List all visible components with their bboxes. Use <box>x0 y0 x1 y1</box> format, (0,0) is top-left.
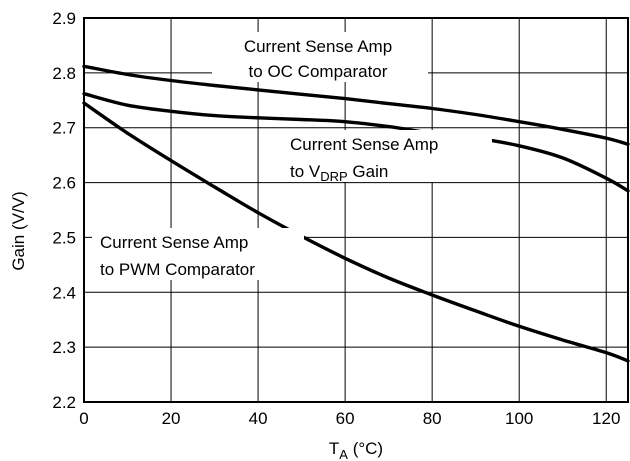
tick-labels: 0 20 40 60 80 100 120 2.2 2.3 2.4 2.5 2.6 2.7 2.8 2.9 <box>52 9 620 428</box>
annotation-vdrp-pre: to V <box>290 162 321 181</box>
y-axis-label: Gain (V/V) <box>9 191 28 270</box>
y-tick-label: 2.9 <box>52 9 76 28</box>
annotation-pwm-bg <box>92 228 304 280</box>
annotation-oc-comparator: Current Sense Amp to OC Comparator <box>212 32 428 82</box>
annotations: Current Sense Amp to OC Comparator Curre… <box>92 32 492 280</box>
annotation-oc-bg <box>212 32 428 82</box>
annotation-vdrp-line1: Current Sense Amp <box>290 135 438 154</box>
annotation-vdrp-sub: DRP <box>320 169 347 184</box>
y-tick-label: 2.8 <box>52 64 76 83</box>
annotation-pwm-comparator: Current Sense Amp to PWM Comparator <box>92 228 304 280</box>
x-tick-label: 100 <box>505 409 533 428</box>
x-tick-label: 60 <box>336 409 355 428</box>
x-axis-label-sub: A <box>339 447 348 461</box>
annotation-vdrp-post: Gain <box>348 162 389 181</box>
x-tick-label: 20 <box>162 409 181 428</box>
series-line-oc-comparator <box>82 64 630 146</box>
annotation-oc-line1: Current Sense Amp <box>244 37 392 56</box>
y-tick-label: 2.5 <box>52 228 76 247</box>
annotation-vdrp-line2: to VDRP Gain <box>290 162 388 184</box>
x-tick-label: 40 <box>249 409 268 428</box>
series-line-vdrp-gain <box>82 92 630 193</box>
x-axis-label: TA (°C) <box>329 439 383 461</box>
annotation-pwm-line2: to PWM Comparator <box>100 260 255 279</box>
y-tick-label: 2.2 <box>52 393 76 412</box>
x-axis-label-rest: (°C) <box>348 439 383 458</box>
x-tick-label: 0 <box>79 409 88 428</box>
plot-frame <box>83 17 629 403</box>
series-lines <box>82 64 630 363</box>
y-tick-label: 2.6 <box>52 174 76 193</box>
annotation-pwm-line1: Current Sense Amp <box>100 233 248 252</box>
x-tick-label: 80 <box>423 409 442 428</box>
series-line-pwm-comparator <box>82 101 630 363</box>
y-tick-label: 2.4 <box>52 283 76 302</box>
annotation-vdrp-bg <box>282 130 492 182</box>
x-tick-label: 120 <box>592 409 620 428</box>
y-tick-label: 2.7 <box>52 119 76 138</box>
annotation-vdrp-gain: Current Sense Amp to VDRP Gain <box>282 130 492 184</box>
annotation-oc-line2: to OC Comparator <box>249 62 388 81</box>
y-tick-label: 2.3 <box>52 338 76 357</box>
x-axis-label-main: T <box>329 439 339 458</box>
